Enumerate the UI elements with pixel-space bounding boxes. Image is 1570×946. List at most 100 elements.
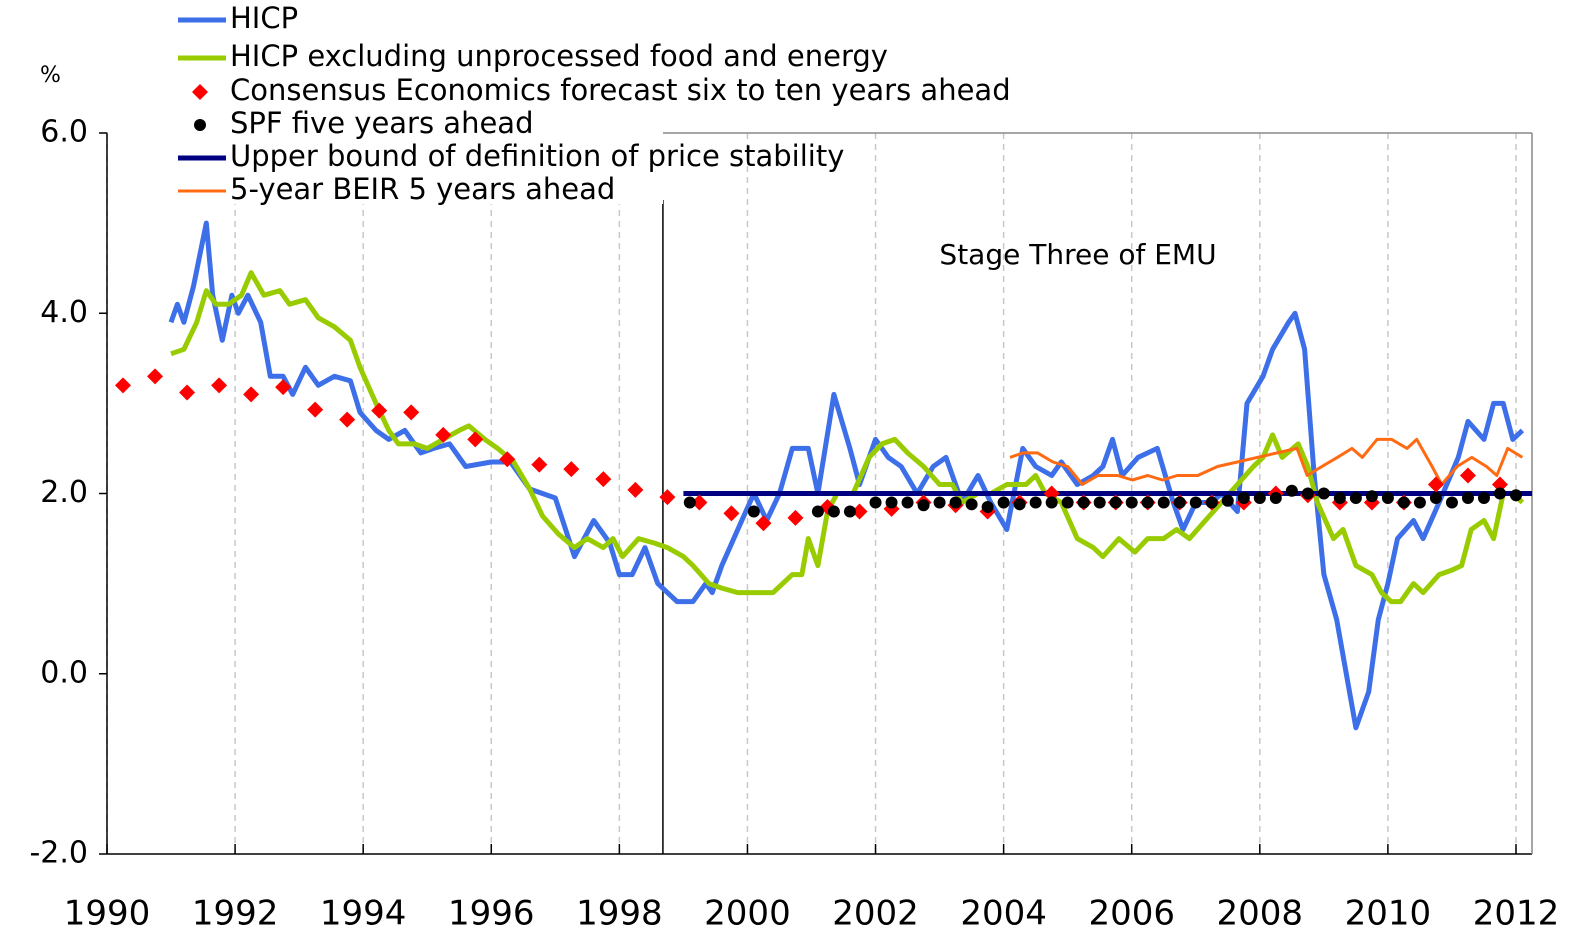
y-tick-label: 2.0 <box>40 475 88 510</box>
x-tick-label: 2004 <box>960 894 1047 934</box>
dot-marker <box>843 505 856 518</box>
dot-marker <box>1445 496 1458 509</box>
dot-marker <box>901 496 914 509</box>
dot-marker <box>827 505 840 518</box>
y-tick-label: 4.0 <box>40 295 88 330</box>
diamond-marker <box>787 509 804 526</box>
dot-marker <box>1301 487 1314 500</box>
line <box>168 220 1525 731</box>
diamond-marker <box>1427 476 1444 493</box>
diamond-marker <box>371 402 388 419</box>
legend-label: HICP <box>230 1 298 35</box>
dot-marker <box>1141 496 1154 509</box>
dot-marker <box>981 501 994 514</box>
dot-marker <box>1189 496 1202 509</box>
dot-marker <box>1045 496 1058 509</box>
diamond-marker <box>1043 485 1060 502</box>
dot-marker <box>965 498 978 511</box>
dot-marker <box>1077 496 1090 509</box>
x-tick-label: 2006 <box>1088 894 1175 934</box>
diamond-marker <box>659 489 676 506</box>
dot-marker <box>1349 492 1362 505</box>
diamond-marker <box>147 368 164 385</box>
x-tick-label: 2010 <box>1345 894 1432 934</box>
diamond-marker <box>851 503 868 520</box>
diamond-marker <box>499 451 516 468</box>
diamond-marker <box>691 494 708 511</box>
dot-marker <box>1493 487 1506 500</box>
diamond-marker <box>339 411 356 428</box>
diamond-marker <box>1459 467 1476 484</box>
dot-marker <box>1461 492 1474 505</box>
dot-marker <box>1285 484 1298 497</box>
x-tick-label: 1990 <box>64 894 151 934</box>
dot-marker <box>1093 496 1106 509</box>
dot-marker <box>747 505 760 518</box>
diamond-marker <box>467 431 484 448</box>
dot-marker <box>1061 496 1074 509</box>
dot-marker <box>997 496 1010 509</box>
annotation: Stage Three of EMU <box>939 238 1216 271</box>
legend-label: HICP excluding unprocessed food and ener… <box>230 39 888 73</box>
legend-label: SPF five years ahead <box>230 106 533 140</box>
diamond-marker <box>435 426 452 443</box>
dot-marker <box>1173 496 1186 509</box>
x-tick-label: 1998 <box>576 894 663 934</box>
diamond-marker <box>275 379 292 396</box>
dot-marker <box>933 496 946 509</box>
diamond-marker <box>755 515 772 532</box>
diamond-marker <box>563 461 580 478</box>
dot-marker <box>1365 490 1378 503</box>
dot-marker <box>1013 498 1026 511</box>
dot-marker <box>869 496 882 509</box>
x-tick-label: 1992 <box>192 894 279 934</box>
diamond-marker <box>531 456 548 473</box>
dot-marker <box>1477 492 1490 505</box>
legend-label: Upper bound of definition of price stabi… <box>230 139 844 173</box>
diamond-marker <box>1491 476 1508 493</box>
dot-marker <box>917 499 930 512</box>
x-tick-label: 1996 <box>448 894 535 934</box>
x-tick-label: 2000 <box>704 894 791 934</box>
x-tick-label: 2012 <box>1473 894 1560 934</box>
legend-label: 5-year BEIR 5 years ahead <box>230 172 615 206</box>
x-tick-label: 1994 <box>320 894 407 934</box>
legend-swatch <box>194 119 206 131</box>
y-tick-label: 0.0 <box>40 655 88 690</box>
dot-marker <box>811 505 824 518</box>
dot-marker <box>1157 496 1170 509</box>
dot-marker <box>683 496 696 509</box>
dot-marker <box>1125 496 1138 509</box>
dot-marker <box>1205 496 1218 509</box>
y-axis-label: % <box>40 63 61 88</box>
diamond-marker <box>243 386 260 403</box>
dot-marker <box>1333 492 1346 505</box>
line <box>1009 437 1524 486</box>
dot-marker <box>949 496 962 509</box>
dot-marker <box>1429 492 1442 505</box>
dot-marker <box>1509 489 1522 502</box>
dot-marker <box>1413 496 1426 509</box>
dot-marker <box>1029 496 1042 509</box>
diamond-marker <box>627 481 644 498</box>
dot-marker <box>1269 492 1282 505</box>
diamond-marker <box>211 377 228 394</box>
dot-marker <box>1221 494 1234 507</box>
diamond-marker <box>723 505 740 522</box>
y-tick-label: -2.0 <box>29 836 88 871</box>
dot-marker <box>1381 492 1394 505</box>
dot-marker <box>885 496 898 509</box>
x-tick-label: 2008 <box>1217 894 1304 934</box>
diamond-marker <box>115 377 132 394</box>
dot-marker <box>1253 492 1266 505</box>
diamond-marker <box>179 384 196 401</box>
diamond-marker <box>403 404 420 421</box>
legend-background <box>108 0 1058 132</box>
dot-marker <box>1317 487 1330 500</box>
y-tick-label: 6.0 <box>40 115 88 150</box>
legend-label: Consensus Economics forecast six to ten … <box>230 73 1011 107</box>
diamond-marker <box>307 401 324 418</box>
x-tick-label: 2002 <box>832 894 919 934</box>
diamond-marker <box>595 471 612 488</box>
